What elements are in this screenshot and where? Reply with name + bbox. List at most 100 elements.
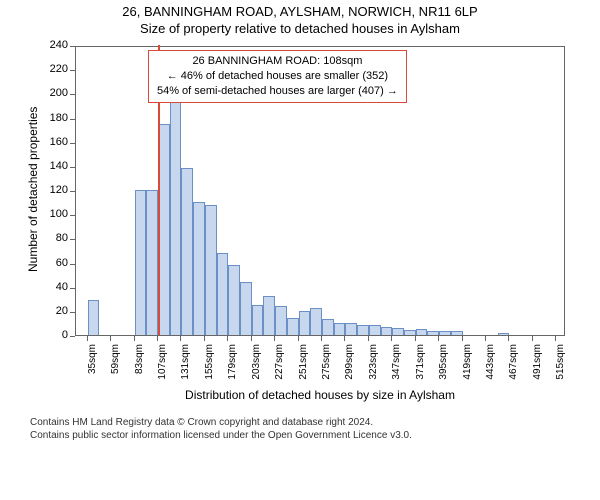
x-tick-mark <box>227 336 228 341</box>
x-tick-mark <box>110 336 111 341</box>
y-tick-mark <box>70 215 75 216</box>
y-tick-mark <box>70 70 75 71</box>
histogram-bar <box>404 330 416 335</box>
histogram-bar <box>416 329 428 335</box>
y-tick-label: 100 <box>40 208 68 220</box>
histogram-bar <box>299 311 311 335</box>
histogram-bar <box>181 168 193 335</box>
histogram-bar <box>135 190 147 335</box>
histogram-bar <box>146 190 158 335</box>
chart: Number of detached properties Distributi… <box>20 36 580 416</box>
y-tick-mark <box>70 143 75 144</box>
y-tick-label: 160 <box>40 136 68 148</box>
x-tick-label: 179sqm <box>227 344 238 394</box>
histogram-bar <box>439 331 451 335</box>
histogram-bar <box>498 333 510 335</box>
y-tick-mark <box>70 167 75 168</box>
x-tick-mark <box>415 336 416 341</box>
x-tick-label: 251sqm <box>298 344 309 394</box>
histogram-bar <box>205 205 217 336</box>
x-tick-label: 491sqm <box>532 344 543 394</box>
x-tick-mark <box>508 336 509 341</box>
histogram-bar <box>392 328 404 335</box>
property-callout: 26 BANNINGHAM ROAD: 108sqm ← 46% of deta… <box>148 50 407 103</box>
y-tick-label: 220 <box>40 63 68 75</box>
x-tick-mark <box>368 336 369 341</box>
x-tick-label: 131sqm <box>180 344 191 394</box>
x-tick-mark <box>391 336 392 341</box>
y-tick-mark <box>70 119 75 120</box>
y-tick-mark <box>70 46 75 47</box>
x-tick-mark <box>485 336 486 341</box>
y-tick-mark <box>70 191 75 192</box>
x-tick-label: 443sqm <box>485 344 496 394</box>
y-tick-label: 200 <box>40 87 68 99</box>
x-tick-label: 323sqm <box>368 344 379 394</box>
x-tick-label: 371sqm <box>415 344 426 394</box>
x-tick-label: 35sqm <box>87 344 98 394</box>
histogram-bar <box>357 325 369 335</box>
histogram-bar <box>217 253 229 335</box>
histogram-bar <box>381 327 393 335</box>
x-tick-label: 107sqm <box>157 344 168 394</box>
histogram-bar <box>287 318 299 335</box>
x-tick-mark <box>134 336 135 341</box>
histogram-bar <box>427 331 439 335</box>
x-tick-label: 83sqm <box>134 344 145 394</box>
x-tick-label: 395sqm <box>438 344 449 394</box>
y-tick-label: 80 <box>40 232 68 244</box>
x-tick-label: 467sqm <box>508 344 519 394</box>
histogram-bar <box>170 96 182 335</box>
y-tick-label: 120 <box>40 184 68 196</box>
histogram-bar <box>193 202 205 335</box>
y-tick-label: 60 <box>40 257 68 269</box>
x-tick-mark <box>344 336 345 341</box>
x-tick-mark <box>532 336 533 341</box>
histogram-bar <box>310 308 322 335</box>
x-tick-mark <box>321 336 322 341</box>
y-tick-label: 20 <box>40 305 68 317</box>
x-tick-mark <box>298 336 299 341</box>
footer-line: Contains public sector information licen… <box>30 429 600 442</box>
y-tick-mark <box>70 288 75 289</box>
histogram-bar <box>240 282 252 335</box>
x-tick-mark <box>555 336 556 341</box>
x-tick-mark <box>438 336 439 341</box>
y-tick-label: 240 <box>40 39 68 51</box>
x-tick-label: 515sqm <box>555 344 566 394</box>
y-tick-label: 140 <box>40 160 68 172</box>
x-tick-label: 155sqm <box>204 344 215 394</box>
x-tick-label: 227sqm <box>274 344 285 394</box>
y-tick-mark <box>70 336 75 337</box>
histogram-bar <box>451 331 463 335</box>
x-tick-label: 59sqm <box>110 344 121 394</box>
callout-line: 26 BANNINGHAM ROAD: 108sqm <box>157 54 398 69</box>
histogram-bar <box>275 306 287 335</box>
histogram-bar <box>88 300 100 335</box>
y-tick-mark <box>70 264 75 265</box>
x-tick-mark <box>251 336 252 341</box>
x-tick-mark <box>180 336 181 341</box>
x-tick-label: 275sqm <box>321 344 332 394</box>
y-tick-label: 0 <box>40 329 68 341</box>
histogram-bar <box>334 323 346 335</box>
histogram-bar <box>345 323 357 335</box>
y-tick-mark <box>70 312 75 313</box>
callout-line: 54% of semi-detached houses are larger (… <box>157 84 398 99</box>
histogram-bar <box>252 305 264 335</box>
x-tick-label: 347sqm <box>391 344 402 394</box>
x-tick-mark <box>274 336 275 341</box>
histogram-bar <box>228 265 240 335</box>
y-tick-label: 40 <box>40 281 68 293</box>
y-tick-mark <box>70 239 75 240</box>
callout-line: ← 46% of detached houses are smaller (35… <box>157 69 398 84</box>
x-tick-mark <box>462 336 463 341</box>
page-title-line2: Size of property relative to detached ho… <box>0 21 600 36</box>
x-tick-mark <box>157 336 158 341</box>
y-axis-label: Number of detached properties <box>26 107 40 272</box>
histogram-bar <box>369 325 381 335</box>
x-tick-mark <box>204 336 205 341</box>
footer-line: Contains HM Land Registry data © Crown c… <box>30 416 600 429</box>
x-tick-label: 299sqm <box>344 344 355 394</box>
page-title-line1: 26, BANNINGHAM ROAD, AYLSHAM, NORWICH, N… <box>0 4 600 19</box>
